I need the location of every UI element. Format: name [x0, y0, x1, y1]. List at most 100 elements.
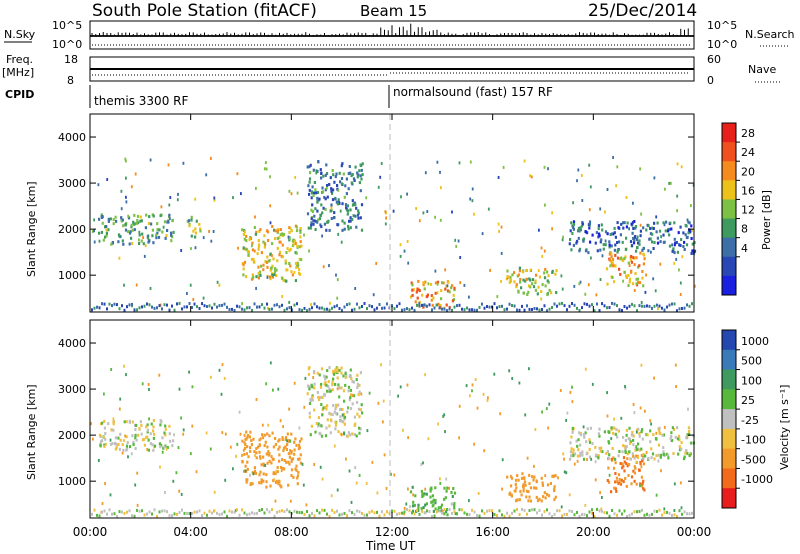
- power-cell: [294, 224, 297, 228]
- power-cell: [471, 199, 474, 203]
- velocity-cell: [581, 450, 584, 454]
- velocity-cell: [648, 513, 651, 517]
- power-cell: [312, 219, 315, 223]
- velocity-cell: [383, 453, 386, 457]
- power-cell: [633, 263, 636, 267]
- nsearch-top-tick: 10^5: [707, 19, 737, 32]
- velocity-cell: [454, 512, 457, 516]
- power-cell: [118, 256, 121, 260]
- nsky-top-tick: 10^5: [52, 19, 82, 32]
- velocity-cell: [566, 411, 569, 415]
- power-cell: [568, 304, 571, 308]
- power-cell: [354, 287, 357, 290]
- velocity-cell: [506, 511, 508, 515]
- power-cell: [631, 220, 635, 224]
- power-cell: [269, 175, 271, 179]
- velocity-cell: [168, 424, 171, 428]
- power-cell: [638, 264, 641, 268]
- power-ylabel: Slant Range [km]: [25, 181, 38, 277]
- power-cell: [252, 275, 255, 279]
- velocity-cell: [624, 449, 627, 453]
- power-cell: [525, 277, 528, 281]
- velocity-cell: [320, 434, 324, 438]
- power-cell: [296, 261, 299, 265]
- power-cell: [289, 227, 292, 231]
- power-cell: [293, 271, 296, 274]
- power-cell: [307, 226, 310, 230]
- velocity-cell: [344, 376, 347, 380]
- velocity-cell: [290, 450, 293, 454]
- velocity-cell: [541, 483, 544, 487]
- power-cell: [199, 229, 202, 233]
- velocity-cell: [381, 510, 383, 514]
- velocity-cell: [444, 430, 446, 434]
- power-cell: [682, 231, 685, 235]
- velocity-cell: [513, 509, 516, 513]
- power-cell: [107, 228, 110, 232]
- power-cell: [245, 275, 248, 279]
- velocity-cell: [465, 384, 468, 388]
- velocity-cell: [359, 408, 362, 412]
- power-cell: [406, 307, 408, 311]
- velocity-cell: [371, 460, 374, 464]
- power-cell: [569, 229, 572, 233]
- power-cell: [291, 239, 294, 243]
- velocity-cell: [632, 443, 635, 447]
- power-cell: [450, 286, 453, 290]
- power-cell: [643, 304, 646, 308]
- velocity-cell: [304, 376, 307, 380]
- velocity-cell: [623, 469, 626, 473]
- velocity-cell: [241, 460, 244, 464]
- velocity-cell: [153, 432, 156, 436]
- velocity-cell: [660, 453, 663, 457]
- velocity-cell: [611, 447, 614, 450]
- velocity-cell: [680, 441, 683, 445]
- power-cell: [226, 305, 228, 309]
- power-cell: [275, 268, 278, 272]
- velocity-cell: [319, 385, 323, 389]
- power-cell: [688, 229, 691, 233]
- velocity-cell: [218, 513, 221, 517]
- power-cell: [606, 282, 609, 286]
- velocity-cell: [640, 454, 643, 457]
- power-cell: [135, 221, 138, 225]
- power-cell: [478, 305, 481, 309]
- power-cell: [496, 295, 499, 299]
- velocity-cell: [328, 411, 331, 415]
- velocity-cell: [335, 405, 338, 409]
- cpid-first: themis 3300 RF: [94, 94, 188, 108]
- power-cell: [298, 257, 301, 261]
- power-cell: [322, 265, 325, 269]
- power-cell: [664, 187, 666, 191]
- power-cell: [669, 181, 672, 185]
- power-cell: [679, 244, 682, 247]
- velocity-cell: [610, 437, 613, 441]
- power-cell: [281, 255, 284, 259]
- velocity-cell: [318, 511, 321, 515]
- velocity-cell: [172, 479, 175, 483]
- velocity-cell: [573, 462, 576, 466]
- velocity-cell: [195, 470, 198, 474]
- velocity-cell: [339, 408, 342, 412]
- power-cell: [469, 160, 472, 164]
- power-cell: [170, 239, 173, 243]
- power-cell: [459, 281, 462, 285]
- velocity-cell: [510, 476, 514, 480]
- velocity-cell: [534, 428, 537, 431]
- velocity-cell: [613, 417, 615, 421]
- power-cell: [259, 274, 262, 277]
- velocity-cell: [553, 498, 556, 502]
- power-cell: [101, 221, 104, 225]
- velocity-cell: [674, 363, 677, 367]
- velocity-cell: [290, 432, 293, 436]
- velocity-cell: [125, 373, 127, 377]
- power-cell: [336, 304, 338, 308]
- power-cell: [473, 212, 475, 216]
- velocity-cell: [269, 361, 272, 365]
- power-cell: [139, 215, 142, 219]
- velocity-cell: [344, 372, 347, 376]
- power-cell: [311, 203, 314, 207]
- velocity-cell: [423, 492, 426, 496]
- velocity-cell: [310, 424, 313, 428]
- power-cell: [93, 218, 95, 222]
